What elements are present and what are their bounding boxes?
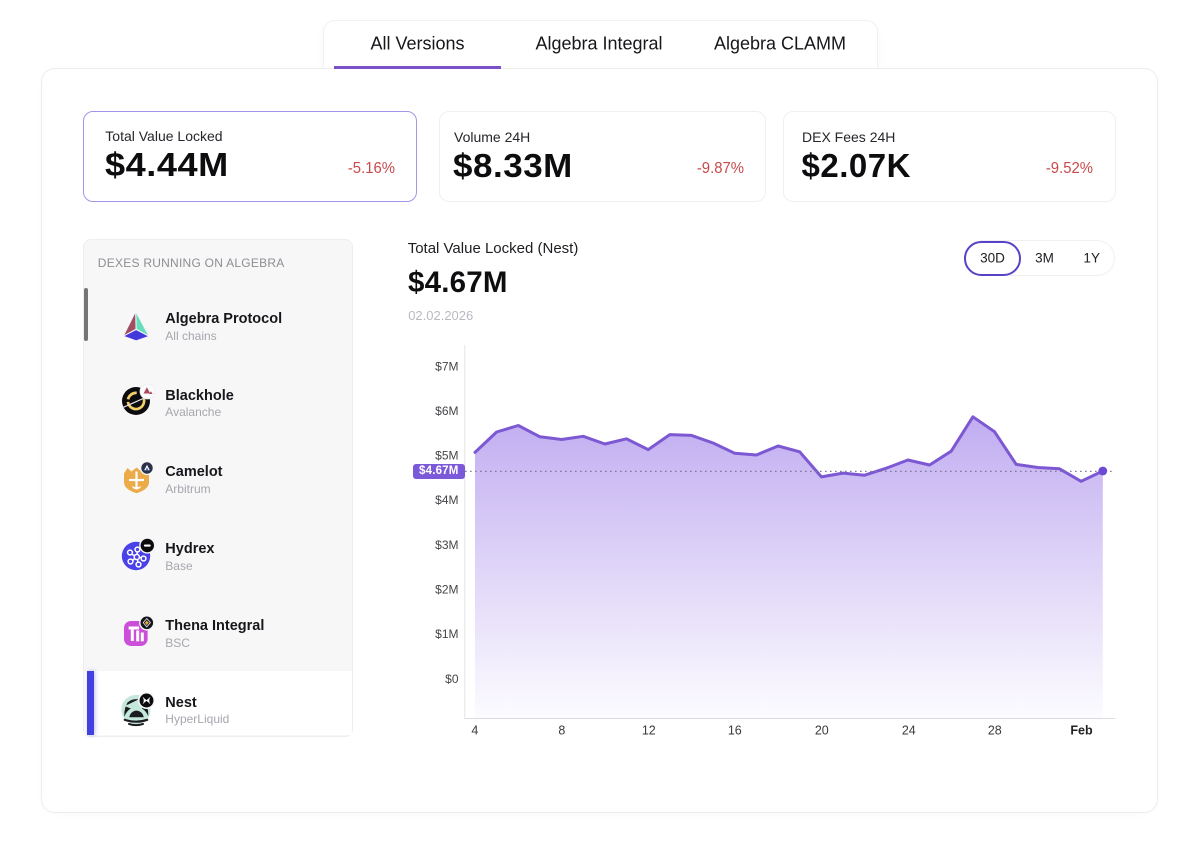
svg-text:8: 8 [558,724,565,738]
svg-text:$5M: $5M [435,449,458,463]
svg-text:$2M: $2M [435,583,458,597]
svg-text:$6M: $6M [435,404,458,418]
svg-text:4: 4 [471,724,478,738]
svg-text:Feb: Feb [1070,724,1093,738]
svg-text:$4M: $4M [435,493,458,507]
svg-text:24: 24 [902,724,916,738]
svg-text:20: 20 [815,724,829,738]
svg-text:12: 12 [642,724,656,738]
svg-text:$1M: $1M [435,627,458,641]
svg-text:28: 28 [988,724,1002,738]
svg-text:16: 16 [728,724,742,738]
svg-text:$7M: $7M [435,359,458,373]
svg-text:$0: $0 [445,672,459,686]
svg-text:$3M: $3M [435,538,458,552]
